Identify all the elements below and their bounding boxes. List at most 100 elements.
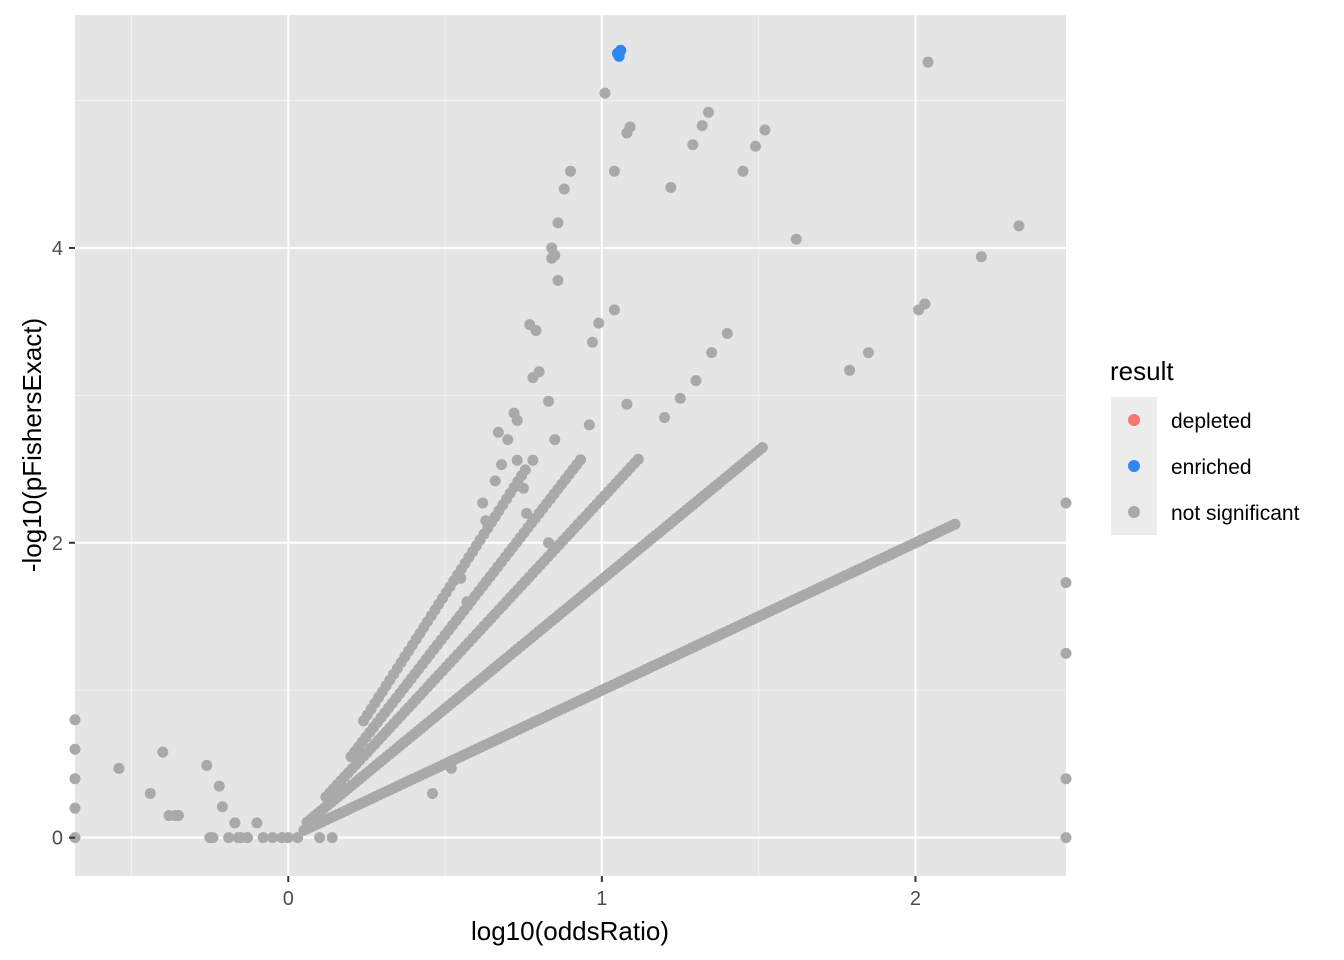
not-significant-point: [586, 336, 598, 348]
y-tick-label: 0: [52, 828, 63, 850]
x-tick-label: 2: [910, 888, 921, 910]
not-significant-point: [599, 87, 611, 99]
not-significant-point: [1060, 773, 1072, 785]
not-significant-point: [706, 347, 718, 359]
not-significant-point: [511, 454, 523, 466]
not-significant-point: [326, 832, 338, 844]
not-significant-point: [223, 832, 235, 844]
not-significant-point: [69, 802, 81, 814]
not-significant-point: [496, 459, 508, 471]
not-significant-point: [216, 801, 228, 813]
legend: result depleted enriched not significant: [1110, 356, 1300, 535]
not-significant-point: [565, 165, 576, 177]
not-significant-point: [632, 453, 644, 465]
not-significant-point: [790, 233, 802, 245]
not-significant-point: [69, 773, 81, 785]
not-significant-point: [517, 482, 529, 494]
plot-panel: [75, 15, 1066, 876]
not-significant-point: [975, 251, 987, 263]
not-significant-point: [251, 817, 263, 829]
not-significant-point: [519, 464, 531, 476]
not-significant-point: [314, 832, 326, 844]
not-significant-point: [549, 434, 561, 446]
not-significant-point: [69, 743, 81, 755]
y-axis-title: -log10(pFishersExact): [17, 318, 47, 572]
not-significant-point: [690, 375, 702, 387]
not-significant-point: [267, 832, 279, 844]
not-significant-point: [502, 434, 514, 446]
not-significant-point: [455, 572, 467, 584]
not-significant-point: [919, 298, 931, 310]
not-significant-point: [552, 217, 564, 229]
legend-key-enriched: [1128, 460, 1140, 472]
not-significant-point: [552, 274, 564, 286]
not-significant-point: [756, 442, 768, 454]
legend-label-depleted: depleted: [1171, 410, 1252, 433]
not-significant-point: [257, 832, 269, 844]
major-gridlines: [75, 15, 1066, 876]
not-significant-point: [665, 181, 677, 193]
y-tick-label: 4: [52, 238, 63, 260]
legend-title: result: [1110, 356, 1174, 386]
not-significant-point: [608, 165, 620, 177]
not-significant-point: [213, 780, 225, 792]
not-significant-point: [530, 325, 542, 337]
not-significant-point: [521, 507, 533, 519]
not-significant-point: [1060, 832, 1072, 844]
not-significant-point: [477, 497, 489, 509]
not-significant-point: [543, 395, 555, 407]
not-significant-point: [721, 327, 733, 339]
not-significant-point: [172, 810, 184, 822]
not-significant-point: [608, 304, 620, 316]
y-tick-label: 2: [52, 533, 63, 555]
not-significant-point: [1060, 497, 1072, 509]
not-significant-point: [674, 392, 686, 404]
legend-key-not-significant: [1128, 506, 1140, 518]
not-significant-point: [759, 124, 771, 136]
not-significant-point: [113, 762, 125, 774]
not-significant-point: [575, 454, 587, 466]
not-significant-point: [511, 414, 523, 426]
legend-key-depleted: [1128, 414, 1140, 426]
not-significant-point: [659, 411, 671, 423]
legend-label-not-significant: not significant: [1171, 502, 1300, 525]
not-significant-point: [157, 746, 169, 758]
not-significant-point: [527, 454, 539, 466]
not-significant-point: [207, 832, 219, 844]
x-tick-label: 0: [283, 888, 294, 910]
not-significant-point: [480, 515, 492, 527]
not-significant-point: [862, 347, 874, 359]
not-significant-point: [624, 121, 636, 133]
not-significant-point: [696, 120, 708, 132]
not-significant-point: [489, 475, 501, 487]
not-significant-point: [702, 106, 714, 118]
not-significant-point: [427, 787, 439, 799]
not-significant-point: [69, 714, 81, 726]
not-significant-point: [546, 252, 558, 264]
not-significant-point: [687, 139, 699, 151]
x-tick-label: 1: [596, 888, 607, 910]
not-significant-point: [1013, 220, 1025, 232]
not-significant-point: [737, 165, 749, 177]
not-significant-point: [1060, 577, 1072, 589]
not-significant-point: [922, 56, 934, 68]
not-significant-point: [445, 762, 457, 774]
x-axis-title: log10(oddsRatio): [471, 916, 669, 946]
not-significant-point: [844, 364, 856, 376]
not-significant-point: [282, 832, 294, 844]
not-significant-point: [533, 366, 545, 378]
not-significant-point: [1060, 647, 1072, 659]
not-significant-point: [229, 817, 241, 829]
not-significant-point: [583, 419, 595, 431]
not-significant-point: [201, 759, 213, 771]
not-significant-point: [621, 398, 633, 410]
not-significant-point: [292, 832, 304, 844]
not-significant-point: [241, 832, 253, 844]
not-significant-point: [492, 426, 504, 438]
not-significant-point: [949, 518, 961, 530]
not-significant-point: [750, 140, 762, 152]
enriched-point: [613, 50, 625, 62]
data-points: [69, 44, 1072, 844]
not-significant-point: [144, 787, 156, 799]
